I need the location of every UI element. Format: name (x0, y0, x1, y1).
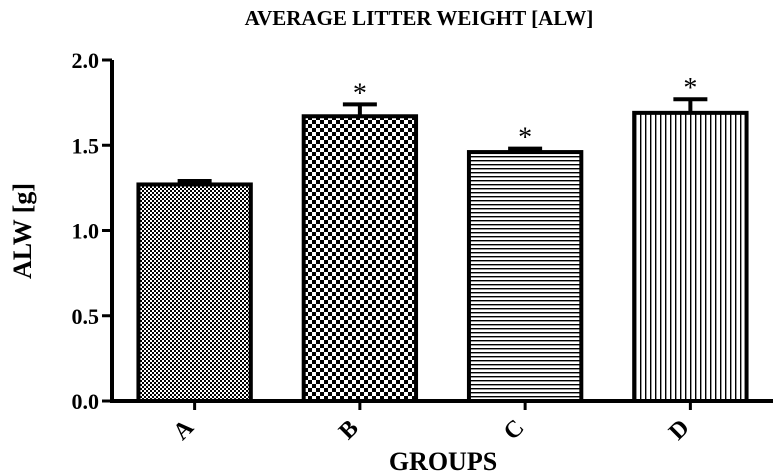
bars-layer (136, 110, 749, 403)
significance-markers-layer: * * * (353, 73, 698, 153)
error-bars-layer (177, 97, 708, 185)
bar-d (632, 110, 749, 403)
x-tick-label: A (168, 414, 199, 445)
x-axis-label: GROUPS (389, 447, 497, 476)
y-tick-label: 0.5 (72, 304, 100, 329)
x-ticks-layer: A B C D (168, 401, 695, 446)
x-tick-label: B (334, 415, 364, 445)
error-bar-a (177, 179, 212, 185)
bar-b (301, 114, 419, 403)
bar-c (466, 150, 584, 403)
significance-marker-c: * (518, 123, 532, 154)
x-tick-label: C (499, 415, 530, 446)
x-tick-label: D (664, 415, 695, 446)
error-bar-d (673, 97, 708, 113)
y-tick-label: 0.0 (72, 389, 100, 414)
error-bar-b (342, 102, 377, 117)
significance-marker-d: * (683, 73, 697, 104)
bar-a (136, 182, 253, 403)
y-tick-label: 1.5 (72, 133, 100, 158)
error-bar-c (508, 146, 543, 153)
y-tick-label: 2.0 (72, 48, 100, 73)
chart-title: AVERAGE LITTER WEIGHT [ALW] (245, 6, 594, 30)
significance-marker-b: * (353, 78, 367, 109)
y-ticks-layer: 0.0 0.5 1.0 1.5 2.0 (72, 48, 112, 414)
y-tick-label: 1.0 (72, 219, 100, 244)
y-axis-label: ALW [g] (8, 183, 37, 279)
